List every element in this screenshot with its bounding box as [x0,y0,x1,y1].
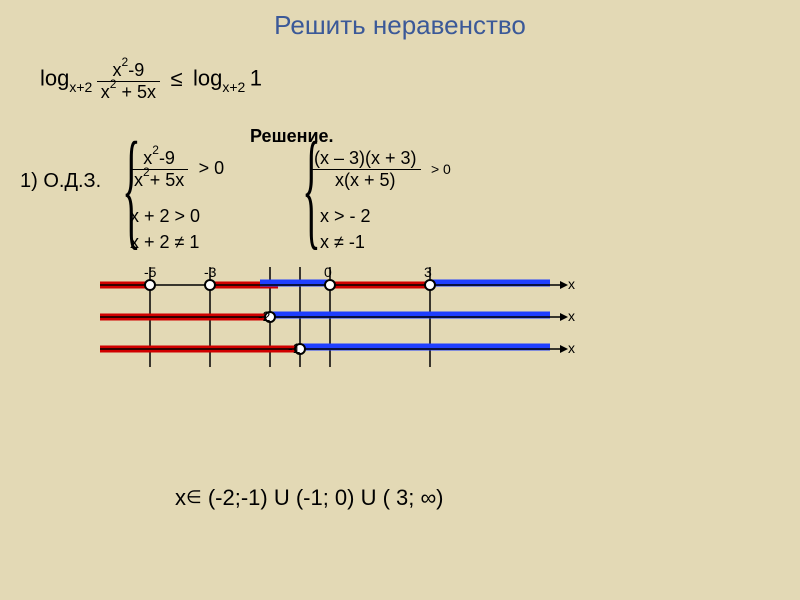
svg-text:-2: -2 [258,308,271,324]
svg-text:х: х [568,308,575,324]
main-inequality: logх+2 х2-9 х2 + 5х ≤ logх+2 1 [40,60,262,103]
log-right: log [193,66,222,91]
rhs-one: 1 [250,66,262,91]
svg-text:-5: -5 [144,265,157,280]
elem-symbol: ∈ [186,487,202,507]
final-answer: х∈ (-2;-1) U (-1; 0) U ( 3; ∞) [175,485,444,511]
log-sub-right: х+2 [222,79,245,95]
log-sub-left: х+2 [69,79,92,95]
left-cond-frac: х2-9 х2+ 5х > 0 [130,148,224,191]
frac-den: х2 + 5х [101,82,156,102]
answer-prefix: х [175,485,186,510]
leq: ≤ [164,66,188,91]
right-cond-frac: (х – 3)(х + 3) х(х + 5) > 0 [310,148,451,191]
frac-num: х2-9 [113,60,145,80]
odz-label: 1) О.Д.З. [20,170,101,193]
right-gt0: > 0 [425,161,451,177]
svg-text:3: 3 [424,265,432,280]
svg-text:х: х [568,276,575,292]
left-c2: х + 2 > 0 [130,206,200,227]
right-c3: х ≠ -1 [320,232,365,253]
svg-text:-3: -3 [204,265,217,280]
left-c3: х + 2 ≠ 1 [130,232,199,253]
number-line-diagram: ххх-5-3-2-103 [100,265,580,385]
svg-text:-1: -1 [288,340,301,356]
right-c2: х > - 2 [320,206,371,227]
svg-text:х: х [568,340,575,356]
left-gt0: > 0 [193,158,225,178]
svg-text:0: 0 [324,265,332,280]
solution-label: Решение. [250,126,334,147]
page-title: Решить неравенство [0,0,800,41]
answer-text: (-2;-1) U (-1; 0) U ( 3; ∞) [208,485,444,510]
log-text: log [40,66,69,91]
